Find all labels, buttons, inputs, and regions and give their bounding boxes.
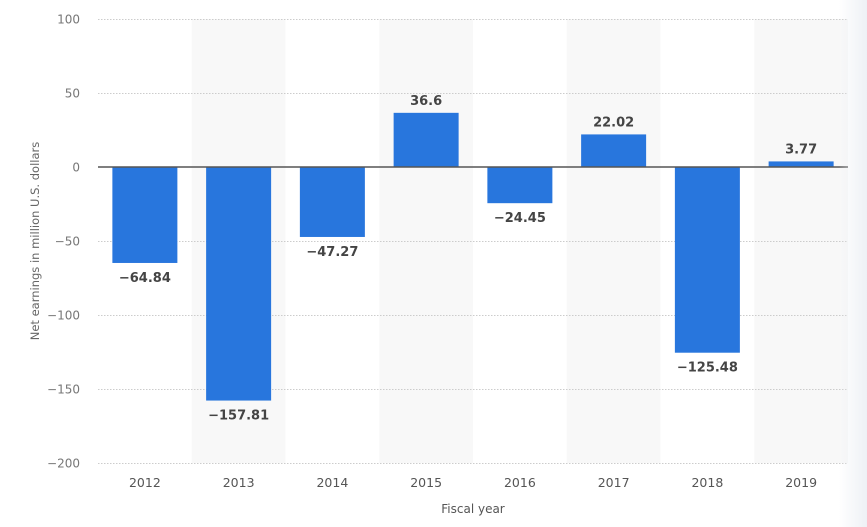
bar-2016[interactable] [487, 167, 553, 204]
value-label: −125.48 [677, 361, 738, 376]
value-label: −157.81 [208, 409, 269, 424]
bars [112, 112, 834, 401]
value-label: −24.45 [494, 211, 546, 226]
y-tick-label: 50 [65, 87, 80, 101]
x-axis-title: Fiscal year [441, 502, 505, 516]
x-tick-label: 2019 [785, 475, 817, 490]
y-tick-label: −150 [47, 383, 80, 397]
bar-2018[interactable] [674, 167, 740, 353]
x-tick-label: 2014 [316, 475, 348, 490]
bar-2017[interactable] [581, 134, 647, 167]
y-axis-ticks: 100 50 0 −50 −100 −150 −200 [47, 13, 80, 471]
value-labels: −64.84 −157.81 −47.27 36.6 −24.45 22.02 −125.4… [119, 94, 817, 424]
y-tick-label: 100 [57, 13, 80, 27]
bar-2014[interactable] [299, 167, 365, 237]
y-tick-label: 0 [72, 161, 80, 175]
value-label: 3.77 [785, 142, 817, 157]
x-tick-label: 2018 [691, 475, 723, 490]
x-tick-label: 2012 [129, 475, 161, 490]
x-tick-label: 2017 [598, 475, 630, 490]
bar-2013[interactable] [206, 167, 272, 401]
x-axis-ticks: 2012 2013 2014 2015 2016 2017 2018 2019 [129, 475, 817, 490]
bar-2019[interactable] [768, 161, 834, 167]
value-label: −64.84 [119, 271, 171, 286]
x-tick-label: 2016 [504, 475, 536, 490]
bar-2012[interactable] [112, 167, 178, 263]
x-tick-label: 2015 [410, 475, 442, 490]
x-tick-label: 2013 [223, 475, 255, 490]
value-label: 36.6 [410, 94, 442, 109]
value-label: −47.27 [306, 245, 358, 260]
value-label: 22.02 [593, 115, 634, 130]
y-axis-title: Net earnings in million U.S. dollars [28, 141, 42, 341]
bar-2015[interactable] [393, 112, 459, 167]
y-tick-label: −200 [47, 457, 80, 471]
category-band [566, 19, 661, 463]
y-tick-label: −50 [55, 235, 80, 249]
y-tick-label: −100 [47, 309, 80, 323]
